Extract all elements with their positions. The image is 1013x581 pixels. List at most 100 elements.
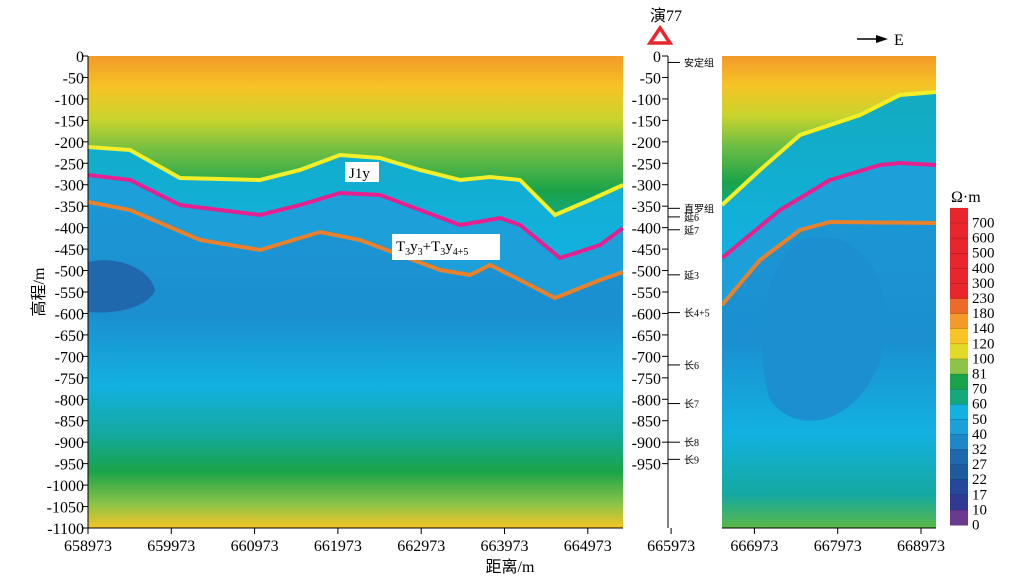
colorbar-label: 22: [972, 472, 987, 488]
horizon-magenta-line: [88, 173, 623, 261]
well-tick-label: -500: [632, 264, 661, 281]
colorbar-label: 81: [972, 367, 987, 383]
x-tick-label: 667973: [814, 538, 862, 555]
y-tick-label: -950: [55, 457, 84, 474]
well-tick-label: -600: [632, 306, 661, 323]
colorbar-segment: [950, 374, 968, 390]
well-tick-label: -900: [632, 435, 661, 452]
colorbar-label: 40: [972, 427, 987, 443]
colorbar-segment: [950, 464, 968, 481]
colorbar-segment: [950, 389, 968, 405]
x-tick-label: 665973: [647, 538, 695, 555]
well-tick-label: -100: [632, 92, 661, 109]
y-tick-label: -1000: [47, 478, 84, 495]
colorbar-label: 10: [972, 502, 987, 518]
resistivity-zone: [761, 236, 887, 421]
colorbar-segment: [950, 283, 968, 300]
x-tick-label: 661973: [314, 538, 362, 555]
colorbar-label: 600: [972, 231, 995, 247]
colorbar-segment: [950, 343, 968, 360]
well-tick-label: -50: [640, 70, 661, 87]
colorbar-label: 32: [972, 442, 987, 458]
y-tick-label: -800: [55, 392, 84, 409]
y-axis-label: 高程/m: [30, 267, 48, 316]
well-triangle-icon: [646, 24, 674, 45]
horizon-j1y-line: [88, 145, 623, 218]
y-tick-label: -450: [55, 242, 84, 259]
colorbar-label: 700: [972, 216, 995, 232]
colorbar-label: 50: [972, 412, 987, 428]
formation-label: 延6: [684, 212, 699, 224]
well-tick-label: -250: [632, 156, 661, 173]
formation-label: 安定组: [684, 56, 714, 69]
formation-label: 长7: [684, 399, 699, 411]
colorbar-segment: [950, 419, 968, 435]
colorbar-segment: [950, 298, 968, 315]
well-tick-label: -800: [632, 392, 661, 409]
colorbar-label: 17: [972, 487, 988, 503]
colorbar-segment: [950, 313, 968, 330]
colorbar-segment: [950, 328, 968, 345]
y-tick-label: -550: [55, 285, 84, 302]
well-name: 演77: [650, 7, 682, 25]
well-tick-label: -750: [632, 371, 661, 388]
well-tick-label: -300: [632, 178, 661, 195]
direction-label: E: [894, 32, 904, 49]
formation-label: 延7: [684, 225, 699, 237]
svg-text:T3y3+T3y4+5: T3y3+T3y4+5: [396, 239, 468, 258]
formation-label: 延3: [684, 270, 699, 282]
colorbar-segment: [950, 268, 968, 284]
y-tick-label: -1050: [47, 500, 84, 517]
colorbar-unit: Ω·m: [951, 189, 981, 206]
left-section-panel: [88, 56, 623, 528]
y-tick-label: -250: [55, 156, 84, 173]
east-arrow-icon: [857, 35, 888, 43]
y-tick-label: -850: [55, 414, 84, 431]
svg-text:J1y: J1y: [349, 166, 370, 182]
well-tick-label: -700: [632, 349, 661, 366]
well-tick-label: -650: [632, 328, 661, 345]
y-tick-label: -350: [55, 199, 84, 216]
x-tick-label: 668973: [897, 538, 945, 555]
colorbar-segment: [950, 479, 968, 496]
y-tick-label: -100: [55, 92, 84, 109]
formation-label: 长8: [684, 437, 699, 449]
x-tick-label: 664973: [564, 538, 612, 555]
well-tick-label: -200: [632, 135, 661, 152]
right-section-panel: [722, 56, 936, 528]
well-tick-label: -550: [632, 285, 661, 302]
x-axis-label: 距离/m: [486, 558, 535, 576]
y-tick-label: -150: [55, 113, 84, 130]
horizon-j1y-line: [722, 90, 936, 207]
resistivity-band: [722, 56, 936, 205]
y-tick-label: -700: [55, 349, 84, 366]
horizon-t3y-line: [722, 219, 936, 307]
x-tick-label: 659973: [147, 538, 195, 555]
colorbar-label: 70: [972, 382, 987, 398]
well-tick-label: -950: [632, 457, 661, 474]
x-tick-label: 666973: [730, 538, 778, 555]
x-tick-label: 663973: [481, 538, 529, 555]
x-tick-label: 658973: [64, 538, 112, 555]
colorbar-label: 400: [972, 261, 995, 277]
y-tick-label: -650: [55, 328, 84, 345]
colorbar-label: 300: [972, 276, 995, 292]
colorbar-segment: [950, 358, 968, 375]
colorbar-label: 180: [972, 306, 995, 322]
colorbar: 7006005004003002301801401201008170605040…: [950, 207, 995, 533]
y-tick-label: -50: [63, 70, 84, 87]
y-tick-label: 0: [76, 49, 84, 66]
well-tick-label: -850: [632, 414, 661, 431]
y-tick-label: -400: [55, 221, 84, 238]
label-j1y: J1y: [345, 162, 379, 182]
colorbar-label: 140: [972, 321, 995, 337]
colorbar-segment: [950, 404, 968, 420]
well-tick-label: -350: [632, 199, 661, 216]
colorbar-segment: [950, 494, 968, 511]
y-tick-label: -750: [55, 371, 84, 388]
y-tick-label: -500: [55, 264, 84, 281]
x-tick-label: 662973: [397, 538, 445, 555]
colorbar-segment: [950, 208, 968, 224]
